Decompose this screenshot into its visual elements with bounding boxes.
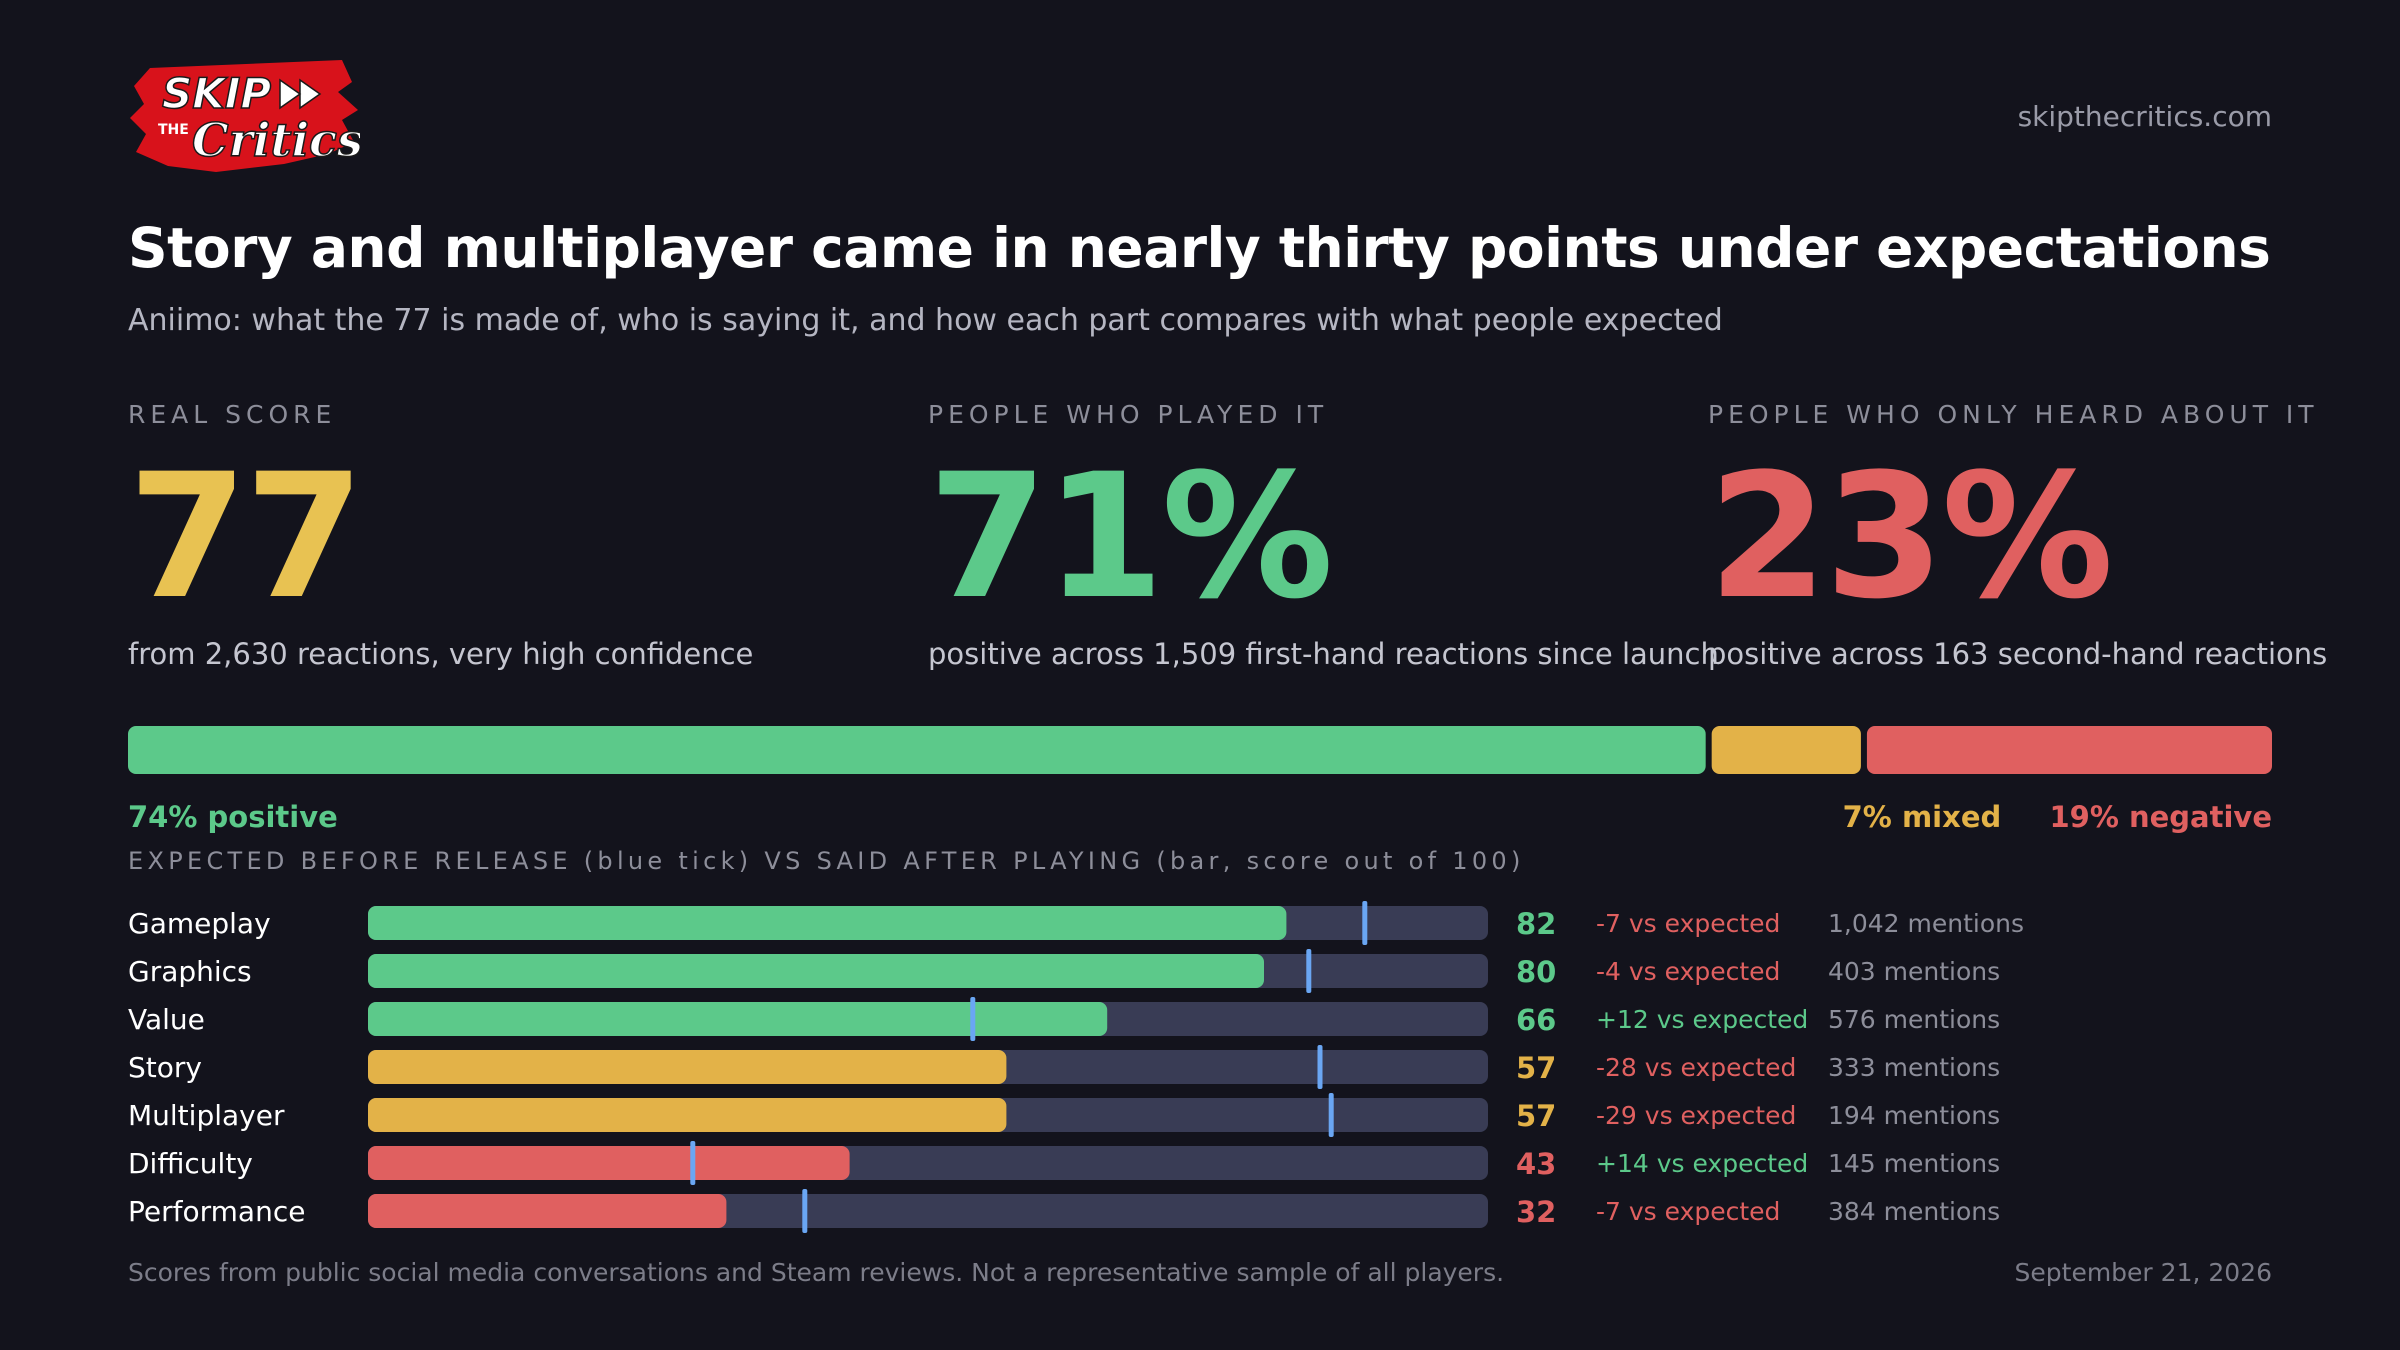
kpi-note: positive across 1,509 first-hand reactio… [928, 637, 1719, 671]
kpi-note: positive across 163 second-hand reaction… [1708, 637, 2328, 671]
category-label: Performance [128, 1195, 305, 1228]
category-label: Gameplay [128, 907, 271, 940]
chart-row-value: Value 66 +12 vs expected 576 mentions [128, 997, 2000, 1041]
expected-tick [1362, 901, 1368, 945]
delta-label: -28 vs expected [1596, 1053, 1796, 1082]
kpi-note: from 2,630 reactions, very high confiden… [128, 637, 754, 671]
mentions-count: 384 mentions [1828, 1197, 2000, 1226]
category-label: Difficulty [128, 1147, 253, 1180]
methodology-note: Scores from public social media conversa… [128, 1258, 1505, 1287]
score-bar [368, 1098, 1007, 1132]
delta-label: -29 vs expected [1596, 1101, 1796, 1130]
chart-row-graphics: Graphics 80 -4 vs expected 403 mentions [128, 949, 2000, 993]
aspect-score-chart: Gameplay 82 -7 vs expected 1,042 mentions Gr… [128, 901, 2024, 1233]
page-subtitle: Aniimo: what the 77 is made of, who is s… [128, 303, 1723, 338]
score-bar [368, 1050, 1007, 1084]
mentions-count: 145 mentions [1828, 1149, 2000, 1178]
chart-row-multiplayer: Multiplayer 57 -29 vs expected 194 mentions [128, 1093, 2000, 1137]
score-value: 32 [1516, 1195, 1556, 1229]
kpi-label: PEOPLE WHO ONLY HEARD ABOUT IT [1708, 400, 2319, 429]
kpi-value: 23% [1708, 436, 2114, 637]
kpi-value: 71% [928, 436, 1334, 637]
expected-tick [970, 997, 976, 1041]
score-value: 43 [1516, 1147, 1556, 1181]
category-label: Multiplayer [128, 1099, 285, 1132]
expected-tick [690, 1141, 696, 1185]
expected-tick [1306, 949, 1312, 993]
logo-skip: SKIP [162, 69, 271, 118]
site-url[interactable]: skipthecritics.com [2017, 100, 2272, 133]
score-bar [368, 906, 1287, 940]
delta-label: -7 vs expected [1596, 909, 1780, 938]
expected-tick [802, 1189, 808, 1233]
kpi-label: REAL SCORE [128, 400, 337, 429]
mentions-count: 333 mentions [1828, 1053, 2000, 1082]
kpi-heard-about-it: PEOPLE WHO ONLY HEARD ABOUT IT 23% posit… [1708, 400, 2327, 671]
negative-share-label: 19% negative [2049, 800, 2272, 834]
publish-date: September 21, 2026 [2014, 1258, 2272, 1287]
distribution-segment-positive [128, 726, 1706, 774]
delta-label: +12 vs expected [1596, 1005, 1808, 1034]
expected-tick [1317, 1045, 1323, 1089]
score-value: 57 [1516, 1099, 1556, 1133]
sentiment-distribution-bar [128, 726, 2272, 774]
page-title: Story and multiplayer came in nearly thi… [128, 216, 2271, 280]
score-bar [368, 1146, 850, 1180]
chart-section-heading: EXPECTED BEFORE RELEASE (blue tick) VS S… [128, 847, 1525, 875]
positive-share-label: 74% positive [128, 800, 338, 834]
chart-row-story: Story 57 -28 vs expected 333 mentions [128, 1045, 2000, 1089]
delta-label: +14 vs expected [1596, 1149, 1808, 1178]
expected-tick [1328, 1093, 1334, 1137]
mixed-share-label: 7% mixed [1842, 800, 2002, 834]
score-value: 57 [1516, 1051, 1556, 1085]
logo-the: THE [158, 122, 189, 138]
mentions-count: 194 mentions [1828, 1101, 2000, 1130]
chart-row-difficulty: Difficulty 43 +14 vs expected 145 mentions [128, 1141, 2000, 1185]
chart-row-gameplay: Gameplay 82 -7 vs expected 1,042 mentions [128, 901, 2024, 945]
category-label: Story [128, 1051, 202, 1084]
score-bar [368, 1194, 727, 1228]
delta-label: -7 vs expected [1596, 1197, 1780, 1226]
score-bar [368, 1002, 1108, 1036]
skip-the-critics-logo[interactable]: SKIP THE Critics [128, 58, 360, 176]
kpi-value: 77 [128, 436, 364, 637]
kpi-played-it: PEOPLE WHO PLAYED IT 71% positive across… [928, 400, 1719, 671]
distribution-segment-negative [1866, 726, 2272, 774]
kpi-label: PEOPLE WHO PLAYED IT [928, 400, 1329, 429]
fast-forward-icon [279, 78, 322, 110]
chart-row-performance: Performance 32 -7 vs expected 384 mentions [128, 1189, 2000, 1233]
delta-label: -4 vs expected [1596, 957, 1780, 986]
distribution-segment-mixed [1711, 726, 1861, 774]
mentions-count: 1,042 mentions [1828, 909, 2024, 938]
mentions-count: 576 mentions [1828, 1005, 2000, 1034]
score-value: 80 [1516, 955, 1556, 989]
mixed-negative-labels: 7% mixed 19% negative [1843, 800, 2272, 834]
score-bar [368, 954, 1264, 988]
kpi-real-score: REAL SCORE 77 from 2,630 reactions, very… [128, 400, 753, 671]
logo-critics: Critics [192, 113, 360, 167]
category-label: Graphics [128, 955, 252, 988]
category-label: Value [128, 1003, 205, 1036]
mentions-count: 403 mentions [1828, 957, 2000, 986]
score-value: 82 [1516, 907, 1556, 941]
score-value: 66 [1516, 1003, 1556, 1037]
